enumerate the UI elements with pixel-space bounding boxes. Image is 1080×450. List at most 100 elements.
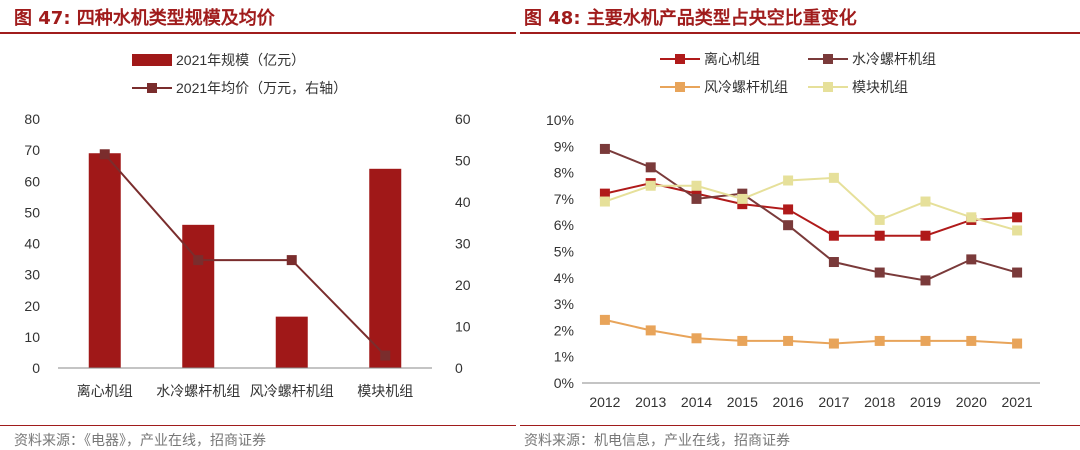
y-tick: 4% [554, 270, 574, 286]
series-point [1012, 225, 1023, 236]
series-point [828, 230, 839, 241]
y-tick-left: 60 [24, 173, 40, 189]
series-point [645, 325, 656, 336]
y-tick-left: 80 [24, 111, 40, 127]
y-tick-left: 30 [24, 267, 40, 283]
series-point [691, 333, 702, 344]
legend-label-line: 2021年均价（万元，右轴） [176, 80, 347, 96]
y-tick-right: 30 [455, 236, 471, 252]
series-point [828, 172, 839, 183]
series-point [920, 196, 931, 207]
y-tick-right: 20 [455, 277, 471, 293]
x-tick-label: 2013 [635, 394, 666, 410]
x-tick-label: 模块机组 [357, 383, 413, 399]
y-tick-left: 20 [24, 298, 40, 314]
legend-label: 风冷螺杆机组 [704, 79, 788, 95]
x-tick-label: 离心机组 [77, 383, 133, 399]
y-tick: 0% [554, 375, 574, 391]
title-rule [0, 32, 516, 34]
x-tick-label: 2016 [773, 394, 804, 410]
source-rule [0, 425, 516, 426]
y-tick: 7% [554, 191, 574, 207]
x-tick-label: 2018 [864, 394, 895, 410]
y-tick: 1% [554, 349, 574, 365]
series-point [1012, 338, 1023, 349]
legend-label: 模块机组 [852, 79, 908, 95]
series-point [966, 335, 977, 346]
series-point [645, 180, 656, 191]
y-tick-right: 50 [455, 153, 471, 169]
y-tick: 10% [546, 112, 574, 128]
legend-marker-line [147, 83, 157, 93]
figure-47-title: 图 47: 四种水机类型规模及均价 [14, 8, 275, 29]
bar [88, 153, 121, 368]
x-tick-label: 2020 [956, 394, 987, 410]
series-point [599, 188, 610, 199]
y-tick-left: 40 [24, 236, 40, 252]
series-point [1012, 267, 1023, 278]
x-tick-label: 2021 [1002, 394, 1033, 410]
y-tick: 2% [554, 322, 574, 338]
series-line [604, 176, 1018, 232]
series-point [599, 196, 610, 207]
y-tick-left: 70 [24, 142, 40, 158]
y-tick: 3% [554, 296, 574, 312]
series-point [599, 143, 610, 154]
y-tick-left: 50 [24, 204, 40, 220]
scale-price-chart: 2021年规模（亿元） 2021年均价（万元，右轴） 0 10 20 30 40 50 60 70… [24, 52, 471, 399]
series-point [737, 199, 748, 210]
x-tick-label: 2014 [681, 394, 712, 410]
legend-label-bar: 2021年规模（亿元） [176, 52, 305, 68]
series-point [783, 335, 794, 346]
legend-label: 离心机组 [704, 51, 760, 67]
legend-marker [823, 54, 833, 64]
series-point [783, 175, 794, 186]
price-point [99, 149, 110, 160]
series-point [920, 230, 931, 241]
legend-marker [675, 54, 685, 64]
y-tick: 9% [554, 138, 574, 154]
y-tick-left: 0 [32, 360, 40, 376]
legend-marker [675, 82, 685, 92]
figure-47-panel: 图 47: 四种水机类型规模及均价 2021年规模（亿元） 2021年均价（万元，… [0, 0, 540, 449]
y-tick-right: 60 [455, 111, 471, 127]
series-point [783, 204, 794, 215]
x-tick-label: 2015 [727, 394, 758, 410]
series-point [691, 193, 702, 204]
price-point [193, 255, 204, 266]
y-tick: 5% [554, 244, 574, 260]
series-point [691, 188, 702, 199]
y-tick-right: 40 [455, 194, 471, 210]
y-tick: 6% [554, 217, 574, 233]
x-tick-label: 2019 [910, 394, 941, 410]
source-rule [520, 425, 1080, 426]
series-point [920, 335, 931, 346]
title-rule [520, 32, 1080, 34]
y-tick-right: 0 [455, 360, 463, 376]
y-tick-right: 10 [455, 319, 471, 335]
x-tick-label: 风冷螺杆机组 [250, 383, 334, 399]
price-point [380, 350, 391, 361]
series-point [645, 162, 656, 173]
series-point [828, 257, 839, 268]
figure-48-title: 图 48: 主要水机产品类型占央空比重变化 [524, 8, 857, 29]
series-point [966, 212, 977, 223]
x-tick-label: 水冷螺杆机组 [156, 383, 240, 399]
figure-48-panel: 图 48: 主要水机产品类型占央空比重变化 离心机组 水冷螺杆机组风冷螺杆机组 模块… [520, 0, 1080, 449]
series-point [966, 254, 977, 265]
figure-48-source: 资料来源：机电信息，产业在线，招商证券 [524, 433, 790, 449]
y-tick-left: 10 [24, 329, 40, 345]
legend-label: 水冷螺杆机组 [852, 51, 936, 67]
series-point [737, 193, 748, 204]
bar [369, 168, 402, 368]
figure-47-source: 资料来源：《电器》，产业在线，招商证券 [14, 433, 266, 449]
x-tick-label: 2017 [818, 394, 849, 410]
series-point [828, 338, 839, 349]
series-point [1012, 212, 1023, 223]
series-line [604, 182, 1018, 237]
series-point [874, 267, 885, 278]
price-point [286, 255, 297, 266]
series-point [874, 230, 885, 241]
series-point [874, 335, 885, 346]
